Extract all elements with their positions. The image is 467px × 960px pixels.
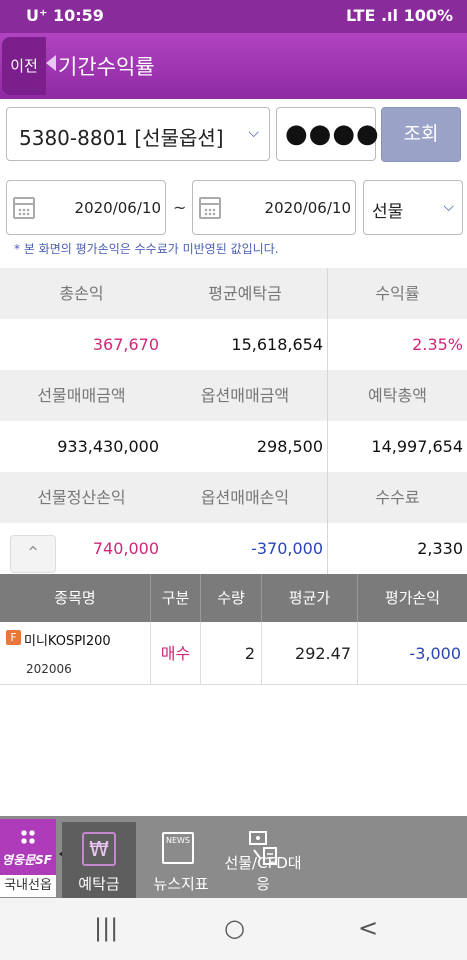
status-right: LTE .ıl 100% xyxy=(345,6,453,25)
back-arrow-icon xyxy=(46,55,56,71)
title-bar: 이전 기간수익률 xyxy=(0,33,467,99)
summary-header-row: 총손익 평균예탁금 수익률 xyxy=(0,268,467,319)
summary-value-row: 367,670 15,618,654 2.35% xyxy=(0,319,467,370)
won-icon: ₩ xyxy=(82,832,116,866)
home-button[interactable]: ○ xyxy=(224,914,245,942)
account-select[interactable]: 5380-8801 [선물옵션] ⌵ xyxy=(6,107,270,161)
table-row[interactable]: F 미니KOSPI200 202006 매수 2 292.47 -3,000 xyxy=(0,622,467,685)
product-type-select[interactable]: 선물 ⌵ xyxy=(363,180,463,235)
grid-menu-icon xyxy=(20,829,36,845)
column-divider xyxy=(327,268,328,574)
summary-header-row: 선물매매금액 옵션매매금액 예탁총액 xyxy=(0,370,467,421)
nav-item-news[interactable]: NEWS 뉴스지표 xyxy=(150,822,212,898)
calendar-icon xyxy=(199,197,221,219)
avg-price-cell: 292.47 xyxy=(262,622,358,685)
system-nav-bar: ||| ○ < xyxy=(0,898,467,960)
calendar-icon xyxy=(13,197,35,219)
column-header: 평균가 xyxy=(262,574,358,622)
notice-text: * 본 화면의 평가손익은 수수료가 미반영된 값입니다. xyxy=(14,242,279,256)
date-from-field[interactable]: 2020/06/10 xyxy=(6,180,166,235)
system-back-button[interactable]: < xyxy=(358,914,379,942)
summary-label: 수수료 xyxy=(375,488,420,507)
news-icon: NEWS xyxy=(162,832,194,864)
options-trade-amount-value: 298,500 xyxy=(256,437,323,456)
avg-deposit-value: 15,618,654 xyxy=(231,335,323,354)
summary-label: 수익률 xyxy=(375,284,420,303)
recent-apps-button[interactable]: ||| xyxy=(94,914,119,942)
chevron-down-icon: ⌵ xyxy=(443,199,454,215)
nav-item-cfd[interactable]: 선물/CFD대응 xyxy=(222,822,304,898)
date-from-value: 2020/06/10 xyxy=(74,199,161,217)
total-deposit-value: 14,997,654 xyxy=(371,437,463,456)
instrument-cell: F 미니KOSPI200 202006 xyxy=(0,622,151,685)
cfd-icon xyxy=(249,831,277,865)
column-header: 수량 xyxy=(201,574,262,622)
summary-label: 선물매매금액 xyxy=(37,386,126,405)
news-icon-text: NEWS xyxy=(165,836,191,845)
summary-label: 옵션매매손익 xyxy=(200,488,290,507)
trade-type-cell: 매수 xyxy=(151,622,201,685)
page-title: 기간수익률 xyxy=(58,55,155,79)
chevron-down-icon: ⌵ xyxy=(248,125,259,141)
table-header: 종목명 구분 수량 평균가 평가손익 xyxy=(0,574,467,622)
fee-value: 2,330 xyxy=(417,539,463,558)
summary-label: 예탁총액 xyxy=(368,386,427,405)
nav-item-deposit[interactable]: ₩ 예탁금 xyxy=(62,822,136,898)
column-header: 평가손익 xyxy=(384,589,441,607)
quantity-cell: 2 xyxy=(201,622,262,685)
futures-settle-pnl-value: 740,000 xyxy=(92,539,159,558)
summary-label: 총손익 xyxy=(59,284,104,303)
status-left: U⁺ 10:59 xyxy=(26,6,104,25)
instrument-name: 미니KOSPI200 xyxy=(24,634,111,649)
nav-item-label: 뉴스지표 xyxy=(153,875,209,893)
summary-value-row: 740,000 -370,000 2,330 xyxy=(0,523,467,574)
product-type-value: 선물 xyxy=(372,202,404,222)
password-field[interactable]: ●●●● xyxy=(276,107,379,161)
date-separator: ~ xyxy=(173,198,187,217)
column-header: 종목명 xyxy=(0,574,151,622)
main-menu-button[interactable]: 영웅문SF 국내선옵 xyxy=(0,819,56,897)
summary-value-row: 933,430,000 298,500 14,997,654 xyxy=(0,421,467,472)
nav-item-label: 선물/CFD대응 xyxy=(224,854,302,893)
eval-pnl-cell: -3,000 xyxy=(409,644,461,663)
menu-sub-label: 국내선옵 xyxy=(0,875,56,897)
app-brand: 영웅문SF xyxy=(2,853,52,867)
summary-label: 평균예탁금 xyxy=(208,284,282,303)
options-trade-pnl-value: -370,000 xyxy=(251,539,323,558)
summary-label: 선물정산손익 xyxy=(37,488,126,507)
account-value: 5380-8801 [선물옵션] xyxy=(19,126,224,150)
return-rate-value: 2.35% xyxy=(412,335,463,354)
search-button[interactable]: 조회 xyxy=(381,107,461,162)
instrument-code: 202006 xyxy=(26,662,72,676)
date-to-field[interactable]: 2020/06/10 xyxy=(192,180,356,235)
total-pnl-value: 367,670 xyxy=(92,335,159,354)
futures-trade-amount-value: 933,430,000 xyxy=(57,437,159,456)
column-header: 구분 xyxy=(151,574,201,622)
collapse-up-button[interactable]: ⌃ xyxy=(10,535,56,573)
date-to-value: 2020/06/10 xyxy=(264,199,351,217)
futures-badge-icon: F xyxy=(6,630,21,645)
status-bar: U⁺ 10:59 LTE .ıl 100% xyxy=(0,0,467,33)
back-button[interactable]: 이전 xyxy=(2,37,46,95)
summary-header-row: 선물정산손익 옵션매매손익 수수료 xyxy=(0,472,467,523)
nav-item-label: 예탁금 xyxy=(78,875,120,893)
summary-label: 옵션매매금액 xyxy=(200,386,290,405)
